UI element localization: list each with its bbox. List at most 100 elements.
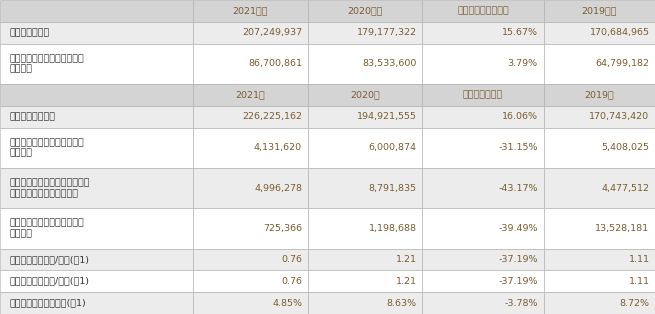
Text: -3.78%: -3.78% [504,299,538,308]
Text: -37.19%: -37.19% [498,277,538,286]
Bar [422,0,544,22]
Text: 4.85%: 4.85% [272,299,302,308]
Bar [422,208,544,249]
Text: 15.67%: 15.67% [502,28,538,37]
Text: 725,366: 725,366 [263,224,302,233]
Text: 5,408,025: 5,408,025 [601,143,650,152]
Bar [422,249,544,270]
Text: 经营活动产生的现金流量净额
（千元）: 经营活动产生的现金流量净额 （千元） [10,219,84,238]
Bar [422,106,544,127]
Bar [308,292,422,314]
Text: 8.72%: 8.72% [620,299,650,308]
Bar [0,0,193,22]
Bar [0,270,193,292]
Text: 0.76: 0.76 [281,255,302,264]
Text: 营业收入（千元）: 营业收入（千元） [10,112,56,121]
Text: 1.11: 1.11 [628,277,650,286]
Bar [544,127,655,168]
Text: 170,684,965: 170,684,965 [590,28,650,37]
Bar [193,127,308,168]
Text: -31.15%: -31.15% [498,143,538,152]
Text: 86,700,861: 86,700,861 [248,59,302,68]
Bar [193,0,308,22]
Text: 4,131,620: 4,131,620 [254,143,302,152]
Bar [0,292,193,314]
Text: 226,225,162: 226,225,162 [242,112,302,121]
Bar [193,208,308,249]
Text: 2019年: 2019年 [584,90,614,99]
Text: 本年末比上年末增减: 本年末比上年末增减 [457,6,509,15]
Text: 归属于上市公司股东的净资产
（千元）: 归属于上市公司股东的净资产 （千元） [10,54,84,74]
Bar [193,44,308,84]
Text: 2020年末: 2020年末 [347,6,383,15]
Text: -43.17%: -43.17% [498,184,538,192]
Bar [308,44,422,84]
Text: 6,000,874: 6,000,874 [369,143,417,152]
Bar [544,292,655,314]
Bar [193,84,308,106]
Bar [308,22,422,44]
Bar [0,168,193,208]
Text: 170,743,420: 170,743,420 [590,112,650,121]
Bar [193,249,308,270]
Bar [422,44,544,84]
Bar [308,0,422,22]
Text: 1.11: 1.11 [628,255,650,264]
Bar [422,292,544,314]
Text: -37.19%: -37.19% [498,255,538,264]
Bar [544,0,655,22]
Text: 1,198,688: 1,198,688 [369,224,417,233]
Text: 16.06%: 16.06% [502,112,538,121]
Bar [544,270,655,292]
Text: 3.79%: 3.79% [508,59,538,68]
Text: 13,528,181: 13,528,181 [595,224,650,233]
Bar [193,270,308,292]
Text: 0.76: 0.76 [281,277,302,286]
Text: 本年比上年增减: 本年比上年增减 [463,90,503,99]
Text: 2019年末: 2019年末 [582,6,617,15]
Bar [422,168,544,208]
Text: 4,477,512: 4,477,512 [601,184,650,192]
Text: 1.21: 1.21 [396,255,417,264]
Bar [193,22,308,44]
Text: 1.21: 1.21 [396,277,417,286]
Bar [193,168,308,208]
Bar [0,208,193,249]
Bar [0,44,193,84]
Bar [422,127,544,168]
Bar [544,44,655,84]
Text: 207,249,937: 207,249,937 [242,28,302,37]
Text: 2020年: 2020年 [350,90,380,99]
Bar [422,270,544,292]
Bar [0,106,193,127]
Text: 179,177,322: 179,177,322 [356,28,417,37]
Text: 4,996,278: 4,996,278 [254,184,302,192]
Bar [308,249,422,270]
Text: 总资产（千元）: 总资产（千元） [10,28,50,37]
Text: 稀释每股收益（元/股）(注1): 稀释每股收益（元/股）(注1) [10,277,90,286]
Bar [308,208,422,249]
Bar [544,168,655,208]
Text: 64,799,182: 64,799,182 [595,59,650,68]
Bar [544,84,655,106]
Bar [0,22,193,44]
Text: 归属于上市公司股东的扣除非经
常性损益的净利润（千元）: 归属于上市公司股东的扣除非经 常性损益的净利润（千元） [10,178,90,198]
Text: 基本每股收益（元/股）(注1): 基本每股收益（元/股）(注1) [10,255,90,264]
Bar [544,22,655,44]
Text: 2021年末: 2021年末 [233,6,269,15]
Text: 2021年: 2021年 [236,90,265,99]
Bar [308,127,422,168]
Bar [0,127,193,168]
Bar [544,249,655,270]
Text: 83,533,600: 83,533,600 [362,59,417,68]
Text: 8.63%: 8.63% [386,299,417,308]
Text: -39.49%: -39.49% [498,224,538,233]
Bar [0,84,193,106]
Bar [544,208,655,249]
Text: 加权平均净资产收益率(注1): 加权平均净资产收益率(注1) [10,299,86,308]
Bar [0,249,193,270]
Bar [308,270,422,292]
Bar [544,106,655,127]
Bar [422,84,544,106]
Text: 8,791,835: 8,791,835 [369,184,417,192]
